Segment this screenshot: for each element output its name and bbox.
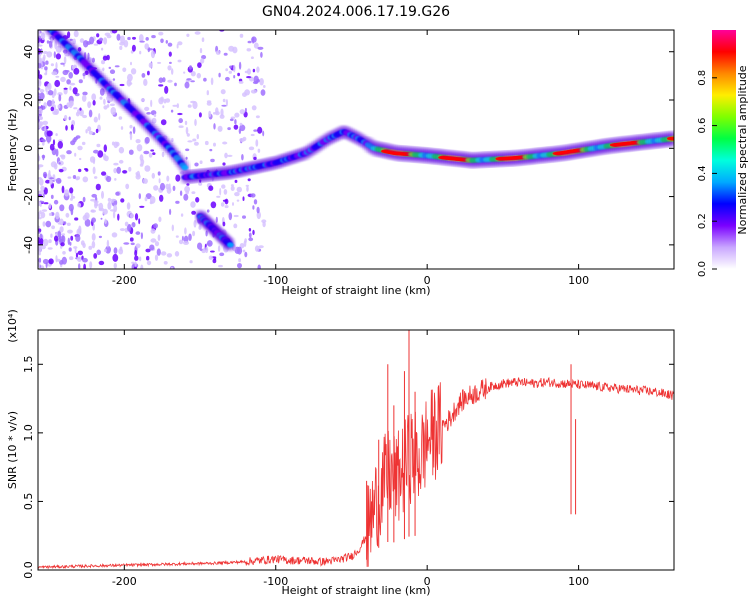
colorbar-gradient <box>712 30 736 269</box>
snr-xtick-label: 0 <box>424 575 431 588</box>
colorbar-tick-label: 0.4 <box>697 165 708 181</box>
spectrogram-xtick-label: -100 <box>263 274 288 287</box>
colorbar-tick-label: 0.6 <box>697 118 708 134</box>
spectrogram-ytick-label: -40 <box>22 236 35 254</box>
colorbar-tick-label: 0.0 <box>697 261 708 277</box>
snr-series-line <box>38 376 674 570</box>
colorbar: 0.0 0.2 0.4 0.6 0.8 Normalized spectral ampl… <box>697 30 749 277</box>
spectrogram-ytick-label: 0 <box>22 145 35 152</box>
snr-xtick-label: 100 <box>568 575 589 588</box>
snr-ytick-label: 1.5 <box>22 356 35 374</box>
snr-ylabel: SNR (10 * v/v) <box>6 411 19 489</box>
colorbar-tick-label: 0.2 <box>697 213 708 229</box>
spectrogram-image <box>38 30 674 269</box>
snr-xtick-label: -100 <box>263 575 288 588</box>
snr-xlabel: Height of straight line (km) <box>281 584 430 597</box>
spectrogram-ylabel: Frequency (Hz) <box>6 109 19 192</box>
spectrogram-xtick-label: 100 <box>568 274 589 287</box>
spectrogram-xtick-label: 0 <box>424 274 431 287</box>
spectrogram-ytick-label: 40 <box>22 45 35 59</box>
spectrogram-xtick-label: -200 <box>112 274 137 287</box>
snr-ytick-label: 0.0 <box>22 561 35 579</box>
spectrogram-ridge-2 <box>179 125 674 184</box>
snr-y-multiplier: (x10⁴) <box>6 309 19 343</box>
colorbar-label: Normalized spectral amplitude <box>736 65 749 234</box>
spectrogram-ridge-3 <box>195 209 236 251</box>
snr-panel: -200 -100 0 100 0.0 0.5 1.0 1.5 (x10⁴) Height o… <box>6 309 675 597</box>
colorbar-tick-label: 0.8 <box>697 70 708 86</box>
spectrogram-frame <box>37 29 675 270</box>
spectrogram-ytick-label: 20 <box>22 93 35 107</box>
snr-ytick-label: 1.0 <box>22 424 35 442</box>
spectrogram-ytick-label: -20 <box>22 188 35 206</box>
spectrogram-xlabel: Height of straight line (km) <box>281 284 430 297</box>
snr-ytick-label: 0.5 <box>22 493 35 511</box>
spectrogram-ridge-1 <box>44 30 190 174</box>
figure-title: GN04.2024.006.17.19.G26 <box>262 4 450 20</box>
snr-frame <box>37 329 675 571</box>
snr-xtick-label: -200 <box>112 575 137 588</box>
